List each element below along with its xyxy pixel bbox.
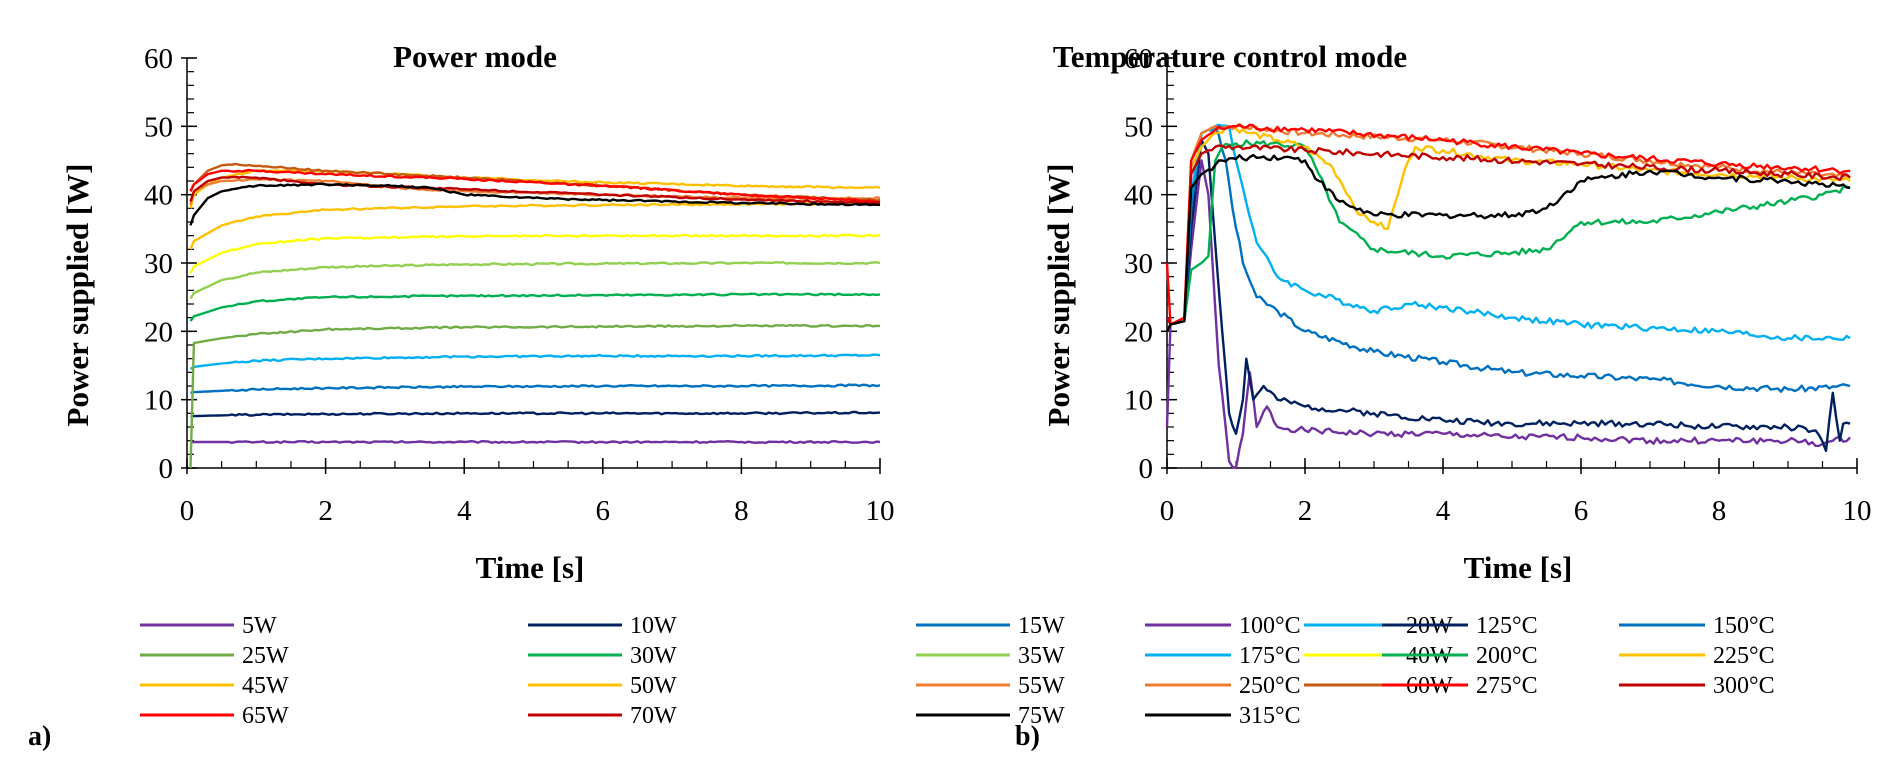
panel-b-x-tick-label: 0	[1160, 495, 1175, 527]
panel-b-x-tick-label: 6	[1574, 495, 1589, 527]
panel-b-label: b)	[1015, 721, 1040, 752]
panel-a-legend-label: 70W	[630, 703, 677, 729]
panel-a-series-line	[189, 168, 881, 204]
panel-b-x-tick-label: 2	[1298, 495, 1313, 527]
panel-a-series-line	[189, 175, 881, 205]
panel-a-x-tick-label: 4	[457, 495, 472, 527]
panel-b-y-tick-label: 20	[1124, 316, 1153, 348]
panel-a-legend-label: 35W	[1018, 643, 1065, 669]
panel-a-series-line	[190, 383, 881, 394]
panel-a-y-tick-label: 20	[144, 316, 173, 348]
panel-a-legend-label: 50W	[630, 673, 677, 699]
panel-b-y-tick-label: 30	[1124, 248, 1153, 280]
panel-b-legend-label: 200°C	[1476, 643, 1538, 669]
panel-b-legend-label: 175°C	[1239, 643, 1301, 669]
panel-b-series-line	[1165, 123, 1851, 342]
panel-a-y-tick-label: 30	[144, 248, 173, 280]
panel-a-series-line	[189, 292, 881, 322]
panel-b-legend-label: 275°C	[1476, 673, 1538, 699]
panel-a-legend-label: 25W	[242, 643, 289, 669]
panel-a-x-tick-label: 8	[734, 495, 749, 527]
panel-b-series-line	[1165, 138, 1851, 453]
panel-b-plot-area	[1165, 123, 1851, 470]
panel-b-y-tick-label: 60	[1124, 43, 1153, 75]
panel-b-legend-label: 225°C	[1713, 643, 1775, 669]
panel-a-legend-label: 45W	[242, 673, 289, 699]
panel-b-legend-label: 315°C	[1239, 703, 1301, 729]
panel-b-series-line	[1165, 123, 1851, 326]
panel-b-x-tick-label: 4	[1436, 495, 1451, 527]
panel-a-y-tick-label: 0	[159, 453, 174, 485]
panel-b-chart: Temperature control mode Time [s] Power …	[1015, 39, 1872, 752]
panel-a-legend-label: 30W	[630, 643, 677, 669]
panel-a-y-tick-label: 10	[144, 385, 173, 417]
panel-a-x-tick-label: 10	[866, 495, 895, 527]
panel-a-series-line	[189, 233, 881, 274]
panel-a-label: a)	[28, 721, 51, 752]
panel-a-legend-label: 65W	[242, 703, 289, 729]
panel-a-y-tick-label: 40	[144, 180, 173, 212]
panel-a-x-tick-label: 0	[180, 495, 195, 527]
panel-b-legend-label: 100°C	[1239, 613, 1301, 639]
panel-b-xlabel: Time [s]	[1464, 550, 1573, 585]
panel-b-series-line	[1165, 125, 1851, 332]
panel-b-legend-label: 125°C	[1476, 613, 1538, 639]
panel-a-series-line	[190, 410, 881, 418]
panel-b-y-tick-label: 50	[1124, 111, 1153, 143]
panel-a-y-tick-label: 50	[144, 111, 173, 143]
panel-a-legend-label: 75W	[1018, 703, 1065, 729]
panel-a-legend-label: 5W	[242, 613, 277, 639]
panel-b-legend-label: 150°C	[1713, 613, 1775, 639]
panel-b-series-line	[1165, 144, 1851, 326]
panel-b-series-line	[1165, 139, 1851, 332]
panel-b-x-tick-label: 8	[1712, 495, 1727, 527]
panel-a-chart: Power mode Time [s] Power supplied [W] a…	[28, 39, 1453, 752]
panel-b-legend-label: 250°C	[1239, 673, 1301, 699]
panel-a-xlabel: Time [s]	[476, 550, 585, 585]
panel-b-series-line	[1165, 125, 1851, 393]
panel-a-plot-area	[189, 162, 881, 469]
panel-b-series-line	[1165, 153, 1851, 332]
panel-b-x-tick-label: 10	[1843, 495, 1872, 527]
panel-a-ylabel: Power supplied [W]	[60, 164, 95, 427]
panel-b-legend: 100°C 125°C 150°C 175°C 200°C 225°C 250°C 275°C…	[1145, 613, 1775, 729]
panel-b-y-tick-label: 0	[1139, 453, 1154, 485]
panel-a-series-line	[189, 182, 881, 226]
panel-a-x-tick-label: 2	[318, 495, 333, 527]
panel-a-series-line	[189, 323, 881, 469]
panel-a-series-line	[189, 353, 881, 370]
panel-b-y-tick-label: 40	[1124, 180, 1153, 212]
panel-a-legend-label: 10W	[630, 613, 677, 639]
panel-b-ylabel: Power supplied [W]	[1041, 164, 1076, 427]
panel-a-x-tick-label: 6	[596, 495, 611, 527]
panel-b-y-tick-label: 10	[1124, 385, 1153, 417]
panel-a-title: Power mode	[393, 39, 557, 74]
panel-b-series-line	[1165, 159, 1851, 470]
panel-b-axes: 0 10 20 30 40 50 60 0 2 4 6 8 10	[1124, 43, 1872, 527]
panel-a-legend-label: 55W	[1018, 673, 1065, 699]
panel-b-title: Temperature control mode	[1053, 39, 1407, 74]
panel-a-legend-label: 15W	[1018, 613, 1065, 639]
panel-b-series-line	[1165, 123, 1851, 332]
panel-a-series-line	[189, 201, 881, 250]
panel-a-y-tick-label: 60	[144, 43, 173, 75]
panel-a-series-line	[189, 261, 881, 300]
panel-a-axes: 0 10 20 30 40 50 60 0 2 4 6 8 10	[144, 43, 895, 527]
panel-b-legend-label: 300°C	[1713, 673, 1775, 699]
panel-a-series-line	[190, 440, 881, 445]
